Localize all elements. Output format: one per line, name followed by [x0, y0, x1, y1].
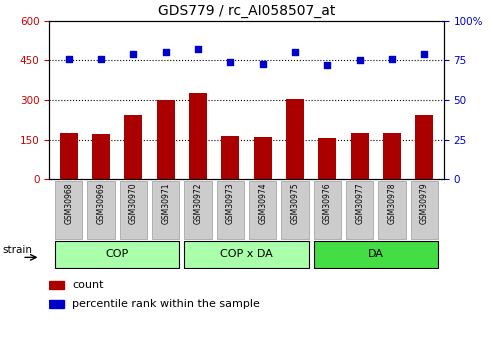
FancyBboxPatch shape — [346, 181, 373, 239]
Bar — [49, 281, 64, 289]
Text: GSM30978: GSM30978 — [387, 183, 396, 224]
Text: GSM30977: GSM30977 — [355, 183, 364, 224]
Text: GSM30971: GSM30971 — [161, 183, 170, 224]
Text: DA: DA — [368, 249, 384, 259]
Bar — [254, 137, 272, 179]
FancyBboxPatch shape — [217, 181, 244, 239]
Text: GSM30973: GSM30973 — [226, 183, 235, 224]
FancyBboxPatch shape — [55, 181, 82, 239]
Text: GSM30976: GSM30976 — [323, 183, 332, 224]
Bar — [318, 138, 336, 179]
Bar — [286, 99, 304, 179]
Point — [97, 56, 105, 61]
Point — [65, 56, 72, 61]
Text: percentile rank within the sample: percentile rank within the sample — [72, 299, 260, 309]
Text: GSM30968: GSM30968 — [64, 183, 73, 224]
Bar — [383, 133, 401, 179]
FancyBboxPatch shape — [314, 181, 341, 239]
FancyBboxPatch shape — [184, 241, 309, 268]
Bar — [189, 93, 207, 179]
Bar — [221, 136, 239, 179]
FancyBboxPatch shape — [314, 241, 438, 268]
Point — [323, 62, 331, 68]
Point — [421, 51, 428, 57]
Text: COP x DA: COP x DA — [220, 249, 273, 259]
Bar — [92, 134, 110, 179]
Point — [162, 50, 170, 55]
FancyBboxPatch shape — [55, 241, 179, 268]
Bar — [157, 100, 175, 179]
Bar — [124, 115, 142, 179]
FancyBboxPatch shape — [282, 181, 309, 239]
FancyBboxPatch shape — [120, 181, 147, 239]
Point — [291, 50, 299, 55]
FancyBboxPatch shape — [184, 181, 211, 239]
Bar — [351, 133, 369, 179]
FancyBboxPatch shape — [87, 181, 114, 239]
Bar — [49, 300, 64, 308]
Text: GSM30972: GSM30972 — [194, 183, 203, 224]
Text: count: count — [72, 280, 104, 290]
Text: GSM30970: GSM30970 — [129, 183, 138, 224]
Text: COP: COP — [106, 249, 129, 259]
FancyBboxPatch shape — [249, 181, 276, 239]
Text: GSM30975: GSM30975 — [290, 183, 299, 224]
Text: GSM30974: GSM30974 — [258, 183, 267, 224]
Point — [259, 61, 267, 66]
Point — [226, 59, 234, 65]
Point — [129, 51, 137, 57]
Bar — [416, 115, 433, 179]
Point — [388, 56, 396, 61]
Title: GDS779 / rc_AI058507_at: GDS779 / rc_AI058507_at — [158, 4, 335, 18]
FancyBboxPatch shape — [379, 181, 406, 239]
Text: GSM30979: GSM30979 — [420, 183, 429, 224]
Bar — [60, 133, 77, 179]
FancyBboxPatch shape — [411, 181, 438, 239]
FancyBboxPatch shape — [152, 181, 179, 239]
Point — [356, 58, 364, 63]
Text: strain: strain — [2, 245, 33, 255]
Text: GSM30969: GSM30969 — [97, 183, 106, 224]
Point — [194, 47, 202, 52]
